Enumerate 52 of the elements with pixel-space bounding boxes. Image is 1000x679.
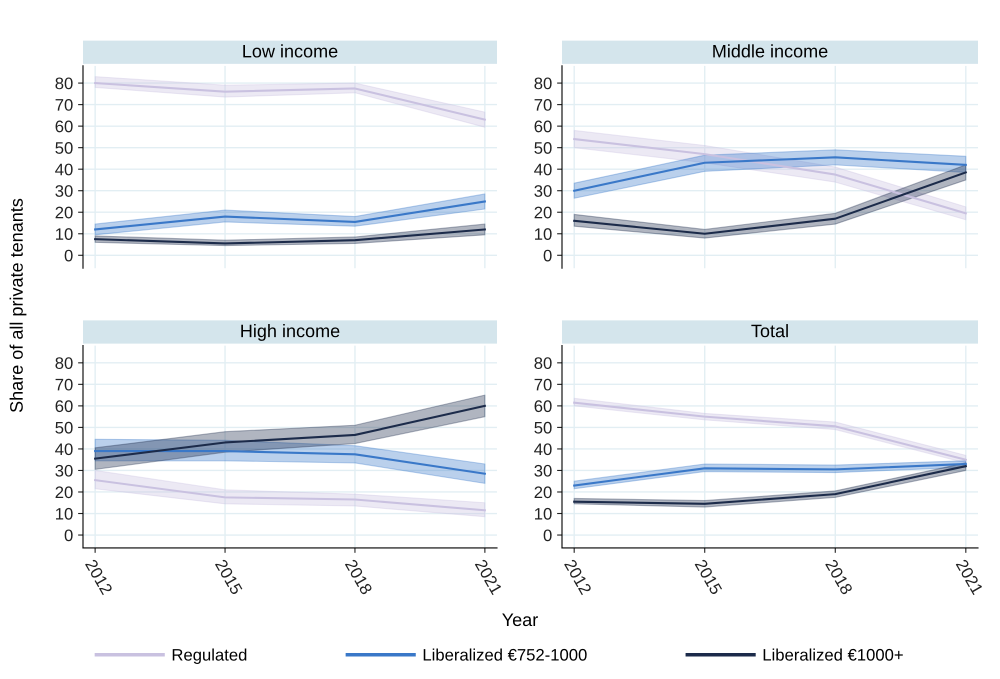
- y-tick-label: 70: [534, 99, 552, 111]
- y-tick-label: 70: [534, 378, 552, 391]
- y-tick-label: 50: [55, 142, 73, 154]
- y-tick-label: 10: [56, 228, 73, 240]
- y-axis-title: Share of all private tenants: [10, 198, 26, 412]
- chart-title: Low income: [243, 44, 338, 58]
- y-tick-label: 70: [56, 99, 73, 111]
- line-series: [573, 138, 967, 214]
- y-tick-label: 60: [534, 120, 552, 132]
- y-tick-label: 80: [534, 357, 552, 370]
- x-axis-title: Year: [502, 614, 538, 626]
- line-series: [94, 82, 486, 121]
- y-tick-label: 30: [55, 464, 73, 477]
- legend-label: Regulated: [172, 648, 246, 664]
- y-tick-label: 50: [534, 422, 552, 434]
- line-series: [94, 200, 486, 231]
- legend-label: Liberalized €752-1000: [424, 648, 587, 661]
- y-tick-label: 40: [534, 443, 552, 456]
- y-tick-label: 80: [55, 77, 73, 90]
- y-tick-label: 0: [544, 529, 552, 542]
- y-tick-label: 20: [56, 486, 73, 498]
- line-series: [94, 479, 486, 512]
- chart-title: High income: [241, 324, 340, 341]
- y-tick-label: 60: [56, 120, 73, 132]
- y-tick-label: 70: [56, 378, 73, 391]
- y-tick-label: 20: [56, 206, 73, 218]
- y-tick-label: 0: [544, 250, 552, 262]
- y-tick-label: 10: [56, 508, 73, 520]
- y-tick-label: 10: [535, 508, 552, 520]
- y-tick-label: 30: [55, 185, 73, 197]
- line-series: [573, 156, 967, 192]
- chart-title: Total: [751, 324, 788, 338]
- y-tick-label: 40: [55, 164, 73, 176]
- y-tick-label: 20: [534, 206, 552, 218]
- line-series: [94, 228, 486, 244]
- y-tick-label: 60: [534, 400, 552, 412]
- line-series: [94, 404, 486, 460]
- y-tick-label: 30: [534, 464, 552, 477]
- y-tick-label: 10: [535, 228, 552, 240]
- y-tick-label: 80: [55, 357, 73, 370]
- legend-label: Liberalized €1000+: [764, 648, 903, 661]
- y-tick-label: 30: [534, 185, 552, 197]
- y-tick-label: 50: [534, 142, 552, 154]
- y-tick-label: 0: [64, 529, 73, 542]
- y-tick-label: 40: [55, 443, 73, 456]
- chart-title: Middle income: [713, 44, 828, 58]
- y-tick-label: 0: [64, 250, 73, 262]
- y-tick-label: 20: [534, 486, 552, 498]
- y-tick-label: 40: [534, 164, 552, 176]
- y-tick-label: 50: [55, 422, 73, 434]
- y-tick-label: 80: [534, 77, 552, 90]
- y-tick-label: 60: [56, 400, 73, 412]
